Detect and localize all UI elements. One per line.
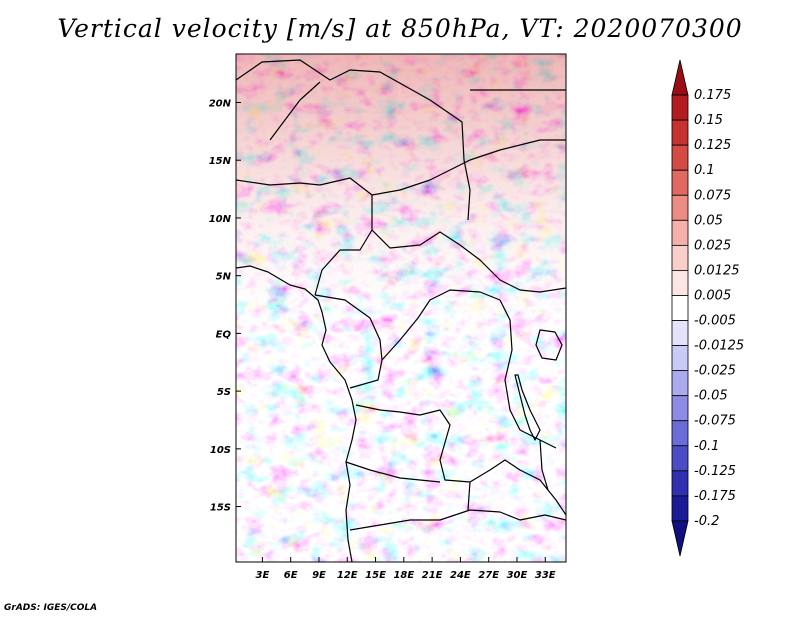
colorbar-label: 0.0125 (694, 263, 740, 278)
lon-label-27E: 27E (478, 570, 499, 581)
colorbar-label: 0.125 (694, 138, 731, 153)
colorbar-label: -0.175 (694, 489, 736, 504)
plot-area (236, 54, 566, 562)
colorbar-segment (671, 345, 689, 372)
lat-label-5S: 5S (217, 387, 231, 398)
latitude-axis: 20N 15N 10N 5N EQ 5S 10S 15S (209, 98, 241, 514)
colorbar-label: -0.2 (694, 514, 719, 529)
colorbar-segment (671, 59, 689, 96)
colorbar-segment (671, 520, 689, 557)
lon-label-12E: 12E (337, 570, 358, 581)
lon-label-21E: 21E (422, 570, 443, 581)
lon-label-15E: 15E (365, 570, 386, 581)
colorbar-segment (671, 420, 689, 447)
colorbar-label: 0.1 (694, 163, 715, 178)
colorbar-label: 0.15 (694, 113, 723, 128)
lon-label-24E: 24E (450, 570, 471, 581)
colorbar-label: -0.005 (694, 314, 736, 329)
colorbar-label: 0.075 (694, 188, 731, 203)
colorbar-segment (671, 219, 689, 246)
colorbar-segment (671, 445, 689, 472)
longitude-axis: 3E 6E 9E 12E 15E 18E 21E 24E 27E 30E 33E (256, 557, 556, 581)
colorbar-label: -0.1 (694, 439, 719, 454)
colorbar-segment (671, 370, 689, 397)
grads-credit: GrADS: IGES/COLA (4, 603, 98, 613)
colorbar-label: -0.125 (694, 464, 736, 479)
lat-label-15N: 15N (209, 156, 232, 167)
colorbar-label: 0.005 (694, 288, 731, 303)
lon-label-3E: 3E (256, 570, 270, 581)
colorbar-segment (671, 295, 689, 321)
lon-label-30E: 30E (507, 570, 528, 581)
colorbar-segment (671, 144, 689, 171)
map-title: Vertical velocity [m/s] at 850hPa, VT: 2… (57, 14, 743, 43)
colorbar-label: 0.05 (694, 213, 723, 228)
colorbar-segment (671, 470, 689, 497)
lat-label-20N: 20N (209, 98, 232, 109)
lon-label-18E: 18E (393, 570, 414, 581)
colorbar-segment (671, 495, 689, 522)
colorbar-label: -0.075 (694, 414, 736, 429)
colorbar-label: -0.025 (694, 364, 736, 379)
colorbar-segment (671, 94, 689, 121)
plot-frame (235, 53, 567, 563)
colorbar-label: 0.025 (694, 238, 731, 253)
colorbar-segment (671, 169, 689, 196)
lat-label-5N: 5N (216, 272, 232, 283)
colorbar-segment (671, 320, 689, 346)
lat-label-15S: 15S (210, 503, 231, 514)
lat-label-10S: 10S (210, 445, 231, 456)
colorbar-segment (671, 194, 689, 221)
lat-label-10N: 10N (209, 214, 232, 225)
colorbar-segment (671, 244, 689, 271)
colorbar-label: 0.175 (694, 88, 731, 103)
colorbar-segment (671, 119, 689, 146)
colorbar-segment (671, 270, 689, 296)
colorbar-label: -0.05 (694, 389, 728, 404)
lon-label-6E: 6E (284, 570, 298, 581)
colorbar-label: -0.0125 (694, 339, 744, 354)
colorbar-segment (671, 395, 689, 422)
lat-label-EQ: EQ (216, 329, 232, 340)
colorbar: 0.175 0.15 0.125 0.1 0.075 0.05 0.025 0.0125 0.0… (671, 59, 744, 557)
lon-label-9E: 9E (312, 570, 326, 581)
country-borders (236, 59, 566, 562)
lon-label-33E: 33E (535, 570, 556, 581)
